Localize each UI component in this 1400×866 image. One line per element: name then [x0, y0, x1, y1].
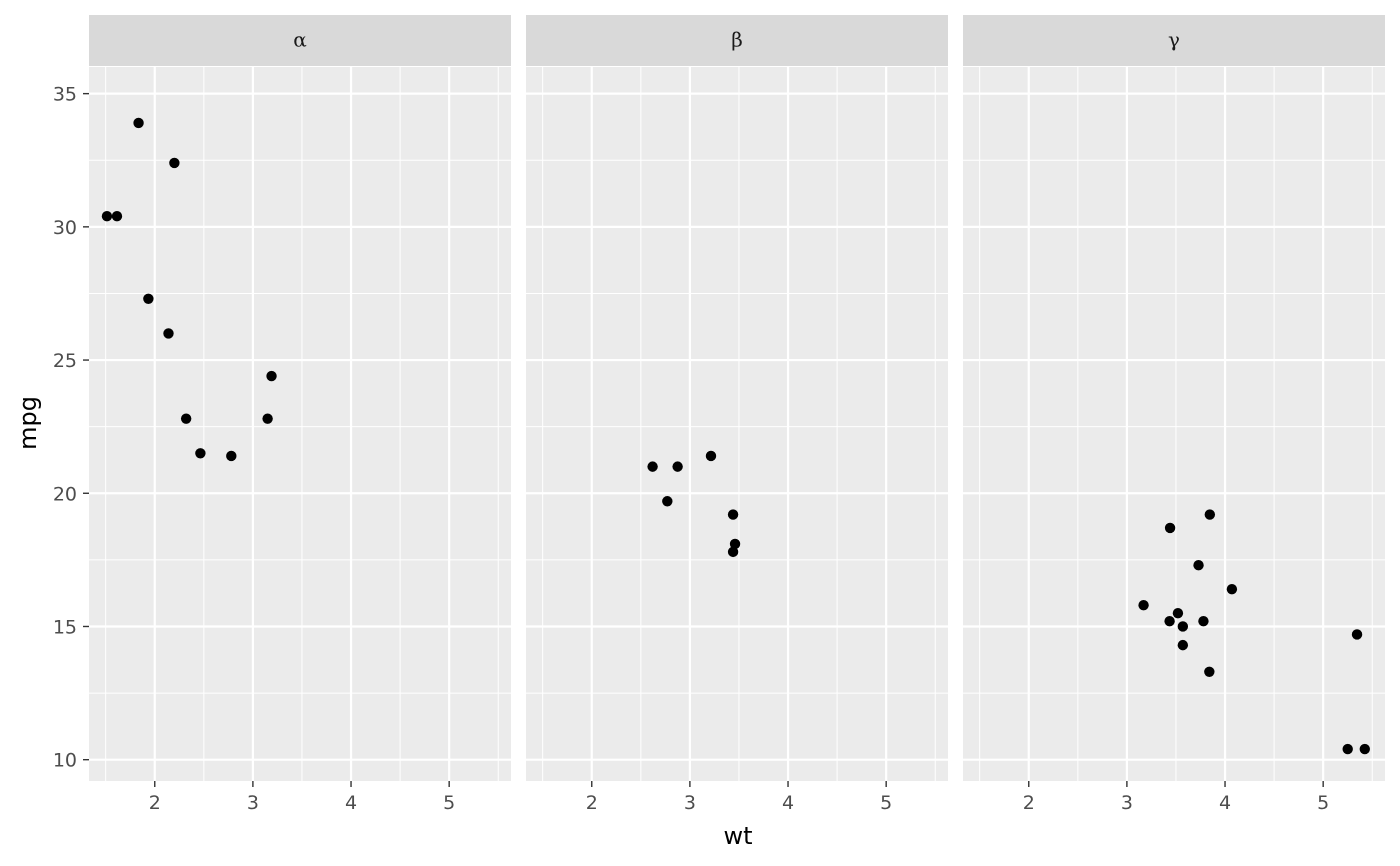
data-point	[647, 461, 658, 472]
x-tick-label: 4	[345, 792, 357, 814]
data-point	[1226, 583, 1238, 595]
data-point	[226, 450, 237, 462]
data-point	[143, 293, 154, 304]
facet-panel: β	[526, 15, 948, 781]
data-point	[1204, 666, 1215, 677]
data-point	[1198, 615, 1209, 627]
data-point	[195, 448, 206, 459]
x-tick-label: 2	[1023, 792, 1035, 814]
data-point	[727, 546, 739, 558]
data-point	[1359, 743, 1370, 755]
panel-background	[963, 67, 1385, 781]
x-tick-label: 2	[586, 792, 598, 814]
data-point	[705, 450, 717, 462]
x-tick-label: 2	[149, 792, 161, 814]
y-axis-title: mpg	[14, 396, 42, 450]
data-point	[180, 413, 192, 424]
y-tick-label: 30	[53, 217, 77, 239]
y-tick-label: 35	[53, 84, 77, 106]
data-point	[266, 370, 277, 382]
data-point	[727, 509, 739, 520]
x-tick-label: 5	[1317, 792, 1329, 814]
data-point	[169, 157, 180, 169]
data-point	[1204, 509, 1216, 520]
x-axes: 2 3 4 5 2 3 4 5 2 3 4 5	[149, 781, 1329, 814]
x-tick-label: 4	[1219, 792, 1231, 814]
facet-strip	[89, 15, 511, 66]
data-point	[729, 538, 741, 550]
data-point	[101, 210, 113, 222]
x-tick-label: 5	[443, 792, 455, 814]
x-tick-label: 4	[782, 792, 794, 814]
y-tick-label: 20	[53, 483, 77, 505]
data-point	[1177, 621, 1189, 632]
data-point	[262, 413, 273, 424]
y-tick-label: 25	[53, 350, 77, 372]
facet-strip-label: β	[731, 28, 743, 52]
facet-strip-label: γ	[1168, 28, 1180, 52]
panel-background	[89, 67, 511, 781]
facet-strip	[526, 15, 948, 66]
data-point	[133, 117, 144, 129]
x-axis-title: wt	[723, 822, 752, 850]
panel-background	[526, 67, 948, 781]
facet-strip-label: α	[293, 28, 307, 52]
y-axis: 10 15 20 25 30 35	[53, 84, 89, 772]
data-point	[1342, 743, 1353, 755]
data-point	[1172, 607, 1184, 619]
data-point	[1177, 639, 1189, 651]
facet-strip	[963, 15, 1385, 66]
data-point	[1351, 629, 1363, 640]
x-tick-label: 3	[247, 792, 259, 814]
x-tick-label: 5	[880, 792, 892, 814]
data-point	[1164, 615, 1175, 627]
data-point	[672, 461, 683, 472]
x-tick-label: 3	[1121, 792, 1133, 814]
facet-panel: γ	[963, 15, 1385, 781]
panels: α β γ	[89, 15, 1385, 781]
data-point	[111, 210, 123, 222]
data-point	[662, 496, 673, 507]
x-tick-label: 3	[684, 792, 696, 814]
y-tick-label: 10	[53, 750, 77, 772]
data-point	[163, 328, 174, 339]
data-point	[1193, 560, 1204, 571]
y-tick-label: 15	[53, 616, 77, 638]
facet-panel: α	[89, 15, 511, 781]
data-point	[1164, 522, 1176, 534]
data-point	[1138, 599, 1149, 611]
